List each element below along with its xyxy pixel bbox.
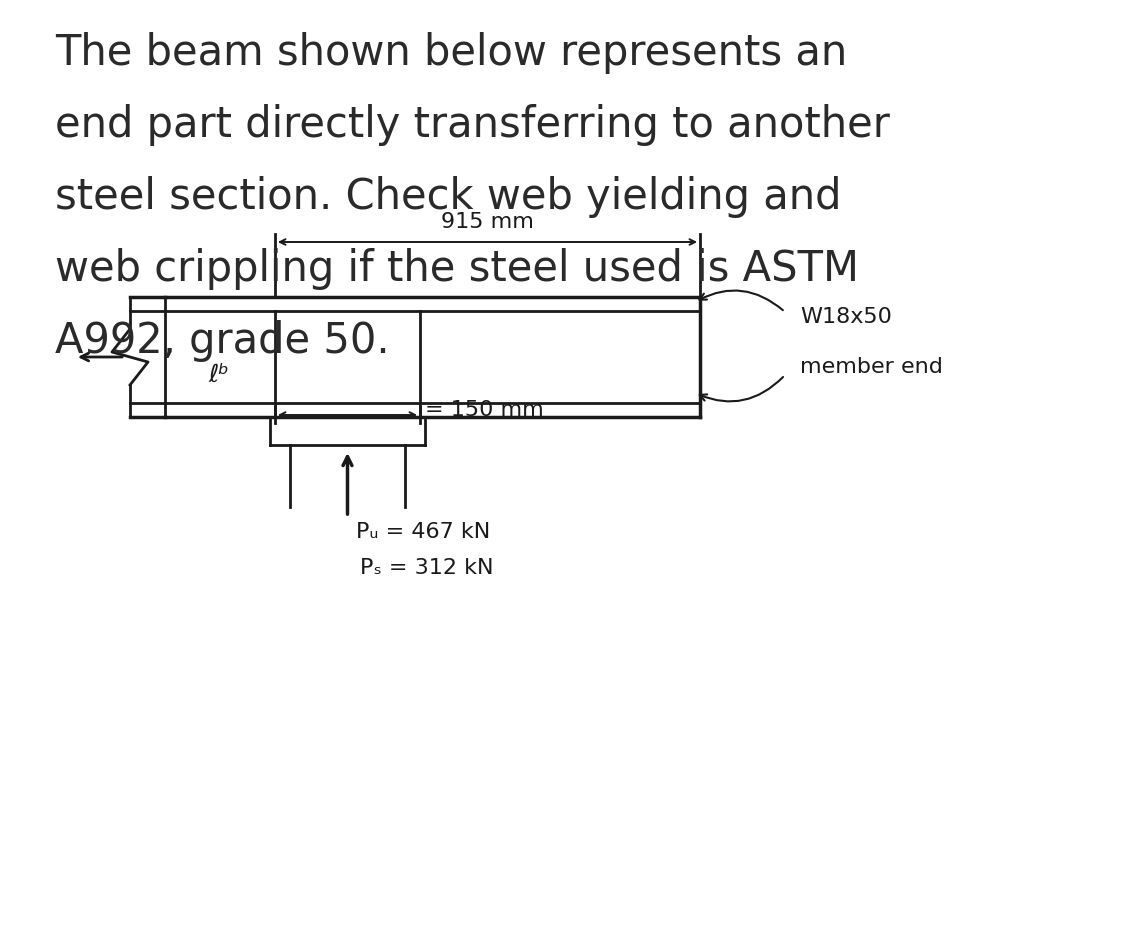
Text: steel section. Check web yielding and: steel section. Check web yielding and (55, 176, 842, 218)
Text: member end: member end (800, 357, 943, 377)
Text: The beam shown below represents an: The beam shown below represents an (55, 32, 847, 74)
Text: W18x50: W18x50 (800, 307, 891, 327)
Text: web crippling if the steel used is ASTM: web crippling if the steel used is ASTM (55, 248, 859, 290)
Text: 915 mm: 915 mm (441, 212, 534, 232)
Text: Pᵤ = 467 kN: Pᵤ = 467 kN (355, 522, 490, 542)
Text: end part directly transferring to another: end part directly transferring to anothe… (55, 104, 890, 146)
Text: = 150 mm: = 150 mm (425, 400, 544, 420)
Text: Pₛ = 312 kN: Pₛ = 312 kN (361, 558, 495, 578)
Text: ℓᵇ: ℓᵇ (209, 363, 230, 387)
Text: A992, grade 50.: A992, grade 50. (55, 320, 390, 362)
